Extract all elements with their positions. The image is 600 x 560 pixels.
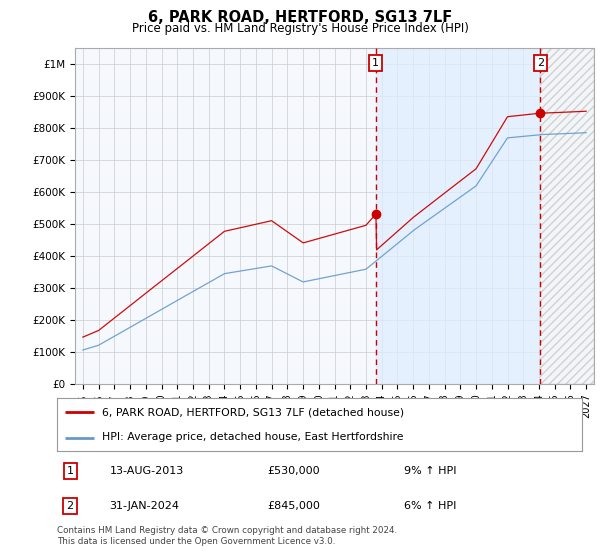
- Text: £845,000: £845,000: [267, 501, 320, 511]
- Text: 1: 1: [372, 58, 379, 68]
- Text: Contains HM Land Registry data © Crown copyright and database right 2024.
This d: Contains HM Land Registry data © Crown c…: [57, 526, 397, 546]
- Text: £530,000: £530,000: [267, 466, 320, 476]
- Text: 13-AUG-2013: 13-AUG-2013: [110, 466, 184, 476]
- Text: HPI: Average price, detached house, East Hertfordshire: HPI: Average price, detached house, East…: [101, 432, 403, 442]
- Text: 31-JAN-2024: 31-JAN-2024: [110, 501, 179, 511]
- Bar: [376, 48, 540, 384]
- Text: Price paid vs. HM Land Registry's House Price Index (HPI): Price paid vs. HM Land Registry's House …: [131, 22, 469, 35]
- Text: 2: 2: [67, 501, 74, 511]
- Text: 9% ↑ HPI: 9% ↑ HPI: [404, 466, 456, 476]
- Bar: [540, 48, 594, 384]
- Bar: [540, 48, 594, 384]
- Text: 1: 1: [67, 466, 74, 476]
- Text: 6, PARK ROAD, HERTFORD, SG13 7LF (detached house): 6, PARK ROAD, HERTFORD, SG13 7LF (detach…: [101, 408, 404, 418]
- Text: 2: 2: [536, 58, 544, 68]
- Text: 6, PARK ROAD, HERTFORD, SG13 7LF: 6, PARK ROAD, HERTFORD, SG13 7LF: [148, 10, 452, 25]
- Text: 6% ↑ HPI: 6% ↑ HPI: [404, 501, 456, 511]
